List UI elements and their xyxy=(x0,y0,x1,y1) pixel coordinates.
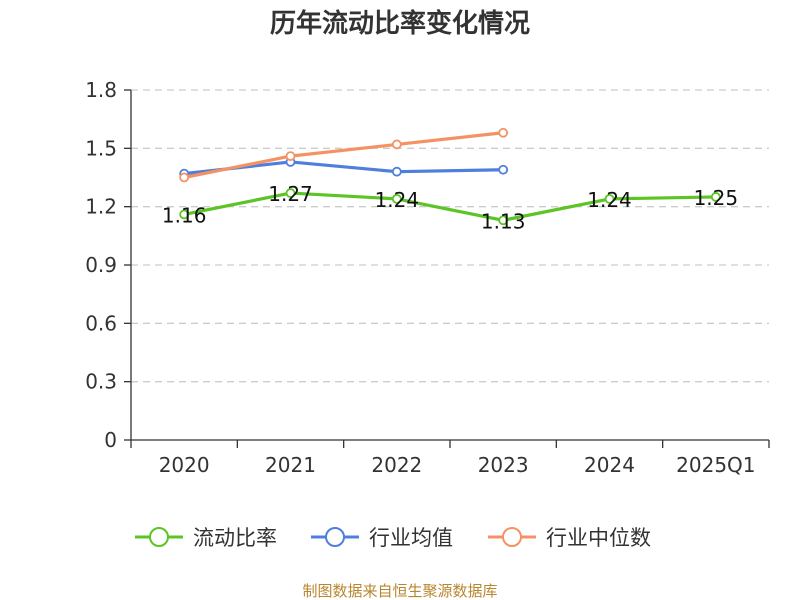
data-point xyxy=(285,188,296,198)
x-tick-label: 2020 xyxy=(159,453,210,477)
data-point xyxy=(391,166,402,177)
legend-label: 行业均值 xyxy=(369,526,453,550)
y-tick-label: 0.3 xyxy=(85,370,117,394)
legend-item-1: 行业均值 xyxy=(311,526,453,550)
y-tick-label: 0.6 xyxy=(85,311,117,335)
y-tick-label: 0 xyxy=(104,428,117,452)
legend-item-0: 流动比率 xyxy=(135,526,277,550)
data-point xyxy=(498,164,509,175)
y-tick-label: 0.9 xyxy=(85,253,117,277)
data-point xyxy=(179,209,190,220)
data-labels: 1.16 1.27 1.24 1.13 1.24 1.25 xyxy=(162,182,738,233)
data-point xyxy=(179,172,190,183)
data-label: 1.27 xyxy=(268,182,313,206)
x-tick-label: 2024 xyxy=(584,453,635,477)
legend-item-2: 行业中位数 xyxy=(488,526,651,550)
y-tick-label: 1.8 xyxy=(85,78,117,102)
axes: 0 0.3 0.6 0.9 1.2 1.5 1.8 2020 2021 2022 2023 2024 2… xyxy=(85,78,770,477)
gridlines xyxy=(131,89,769,383)
x-tick-label: 2022 xyxy=(371,453,422,477)
data-label: 1.13 xyxy=(481,209,526,233)
data-point xyxy=(285,151,296,162)
series-layer xyxy=(179,127,721,226)
data-label: 1.24 xyxy=(375,188,420,212)
legend-label: 流动比率 xyxy=(193,526,277,550)
x-tick-label: 2021 xyxy=(265,453,316,477)
chart-title: 历年流动比率变化情况 xyxy=(270,8,530,39)
legend-swatch-marker xyxy=(149,527,169,547)
data-point xyxy=(498,127,509,138)
series-line-0 xyxy=(183,191,716,222)
legend-swatch-marker xyxy=(325,527,345,547)
data-point xyxy=(710,192,721,202)
data-label: 1.25 xyxy=(694,186,739,210)
legend-swatch-marker xyxy=(502,527,522,547)
data-point xyxy=(498,215,509,226)
data-point xyxy=(604,193,615,204)
data-label: 1.16 xyxy=(162,203,207,227)
data-point xyxy=(391,193,402,204)
legend-label: 行业中位数 xyxy=(546,526,651,550)
source-note: 制图数据来自恒生聚源数据库 xyxy=(302,582,497,600)
series-line-2 xyxy=(183,131,504,180)
y-tick-label: 1.2 xyxy=(85,195,117,219)
y-tick-label: 1.5 xyxy=(85,136,117,160)
data-point xyxy=(391,139,402,150)
data-label: 1.24 xyxy=(587,188,632,212)
x-tick-label: 2025Q1 xyxy=(676,453,755,477)
legend: 流动比率 行业均值 行业中位数 xyxy=(135,526,651,550)
x-tick-label: 2023 xyxy=(478,453,529,477)
